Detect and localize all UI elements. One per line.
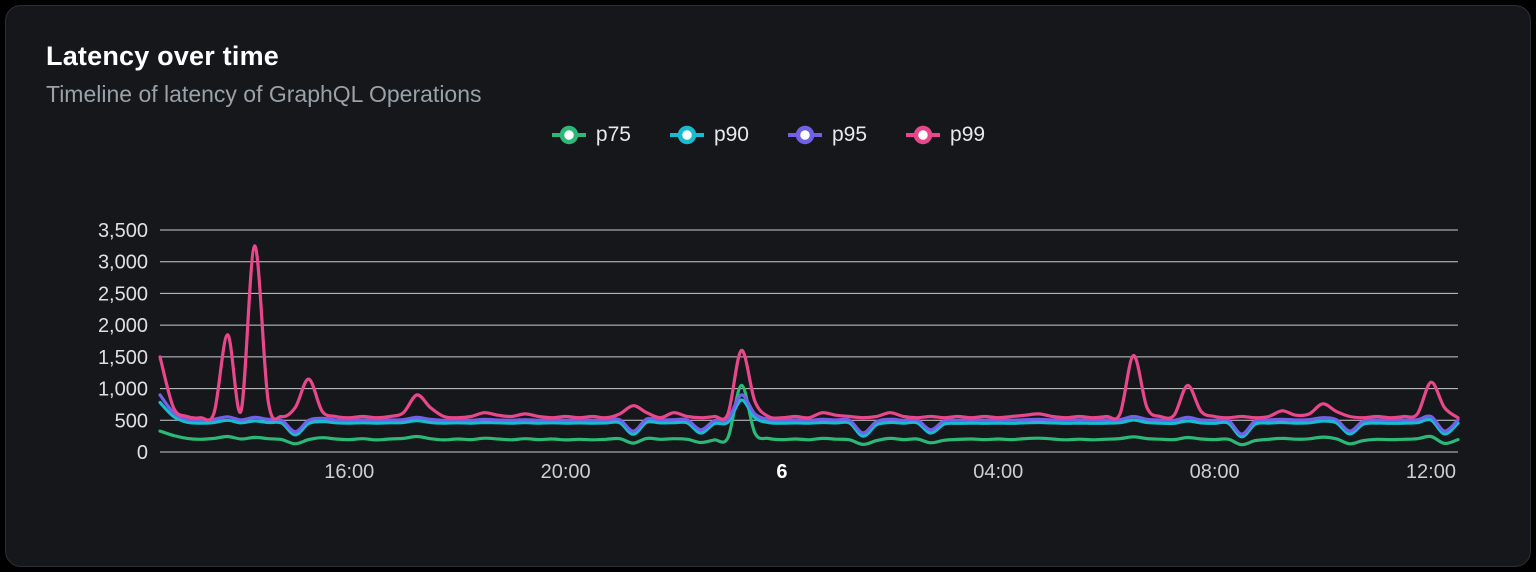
legend-label-p99: p99 bbox=[950, 123, 986, 146]
series-line-p75 bbox=[158, 383, 1460, 447]
panel-subtitle: Timeline of latency of GraphQL Operation… bbox=[46, 81, 482, 107]
legend-item-p95[interactable]: p95 bbox=[787, 123, 867, 147]
legend-marker-p95-icon bbox=[788, 125, 822, 145]
y-tick-label: 1,500 bbox=[98, 347, 148, 369]
legend-marker-p99-icon bbox=[906, 125, 941, 145]
chart-legend: p75 p90 p95 p99 bbox=[46, 122, 1490, 148]
series-line-p90 bbox=[158, 398, 1460, 439]
y-tick-label: 3,000 bbox=[98, 252, 148, 274]
legend-label-p95: p95 bbox=[832, 123, 868, 146]
x-tick-label-6: 6 bbox=[776, 461, 787, 483]
y-tick-label: 3,500 bbox=[98, 220, 148, 242]
legend-marker-p75-icon bbox=[551, 125, 586, 145]
series-line-p99 bbox=[158, 244, 1460, 422]
latency-panel: Latency over time Timeline of latency of… bbox=[5, 5, 1531, 567]
legend-marker-p90-icon bbox=[669, 125, 704, 145]
x-tick-label-20:00: 20:00 bbox=[541, 461, 591, 483]
panel-title: Latency over time bbox=[46, 41, 279, 71]
legend-label-p90: p90 bbox=[713, 123, 749, 146]
legend-item-p90[interactable]: p90 bbox=[669, 123, 749, 147]
series-line-p95 bbox=[158, 393, 1460, 436]
latency-chart: 0 500 1,000 1,500 2,000 2,500 3,000 3,500 16:00 2… bbox=[98, 220, 1460, 483]
x-tick-label-04:00: 04:00 bbox=[973, 461, 1023, 483]
y-tick-label: 2,000 bbox=[98, 315, 148, 337]
y-tick-label: 2,500 bbox=[98, 283, 148, 305]
legend-label-p75: p75 bbox=[595, 123, 631, 146]
x-tick-label-08:00: 08:00 bbox=[1190, 461, 1240, 483]
chart-area: 0 500 1,000 1,500 2,000 2,500 3,000 3,500 16:00 2… bbox=[46, 190, 1490, 490]
legend-item-p99[interactable]: p99 bbox=[905, 123, 985, 147]
y-tick-label: 1,000 bbox=[98, 379, 148, 401]
y-tick-label: 500 bbox=[115, 410, 148, 432]
legend-item-p75[interactable]: p75 bbox=[551, 123, 631, 147]
x-tick-label-12:00: 12:00 bbox=[1406, 461, 1456, 483]
y-tick-label: 0 bbox=[137, 442, 148, 464]
x-tick-label-16:00: 16:00 bbox=[324, 461, 374, 483]
